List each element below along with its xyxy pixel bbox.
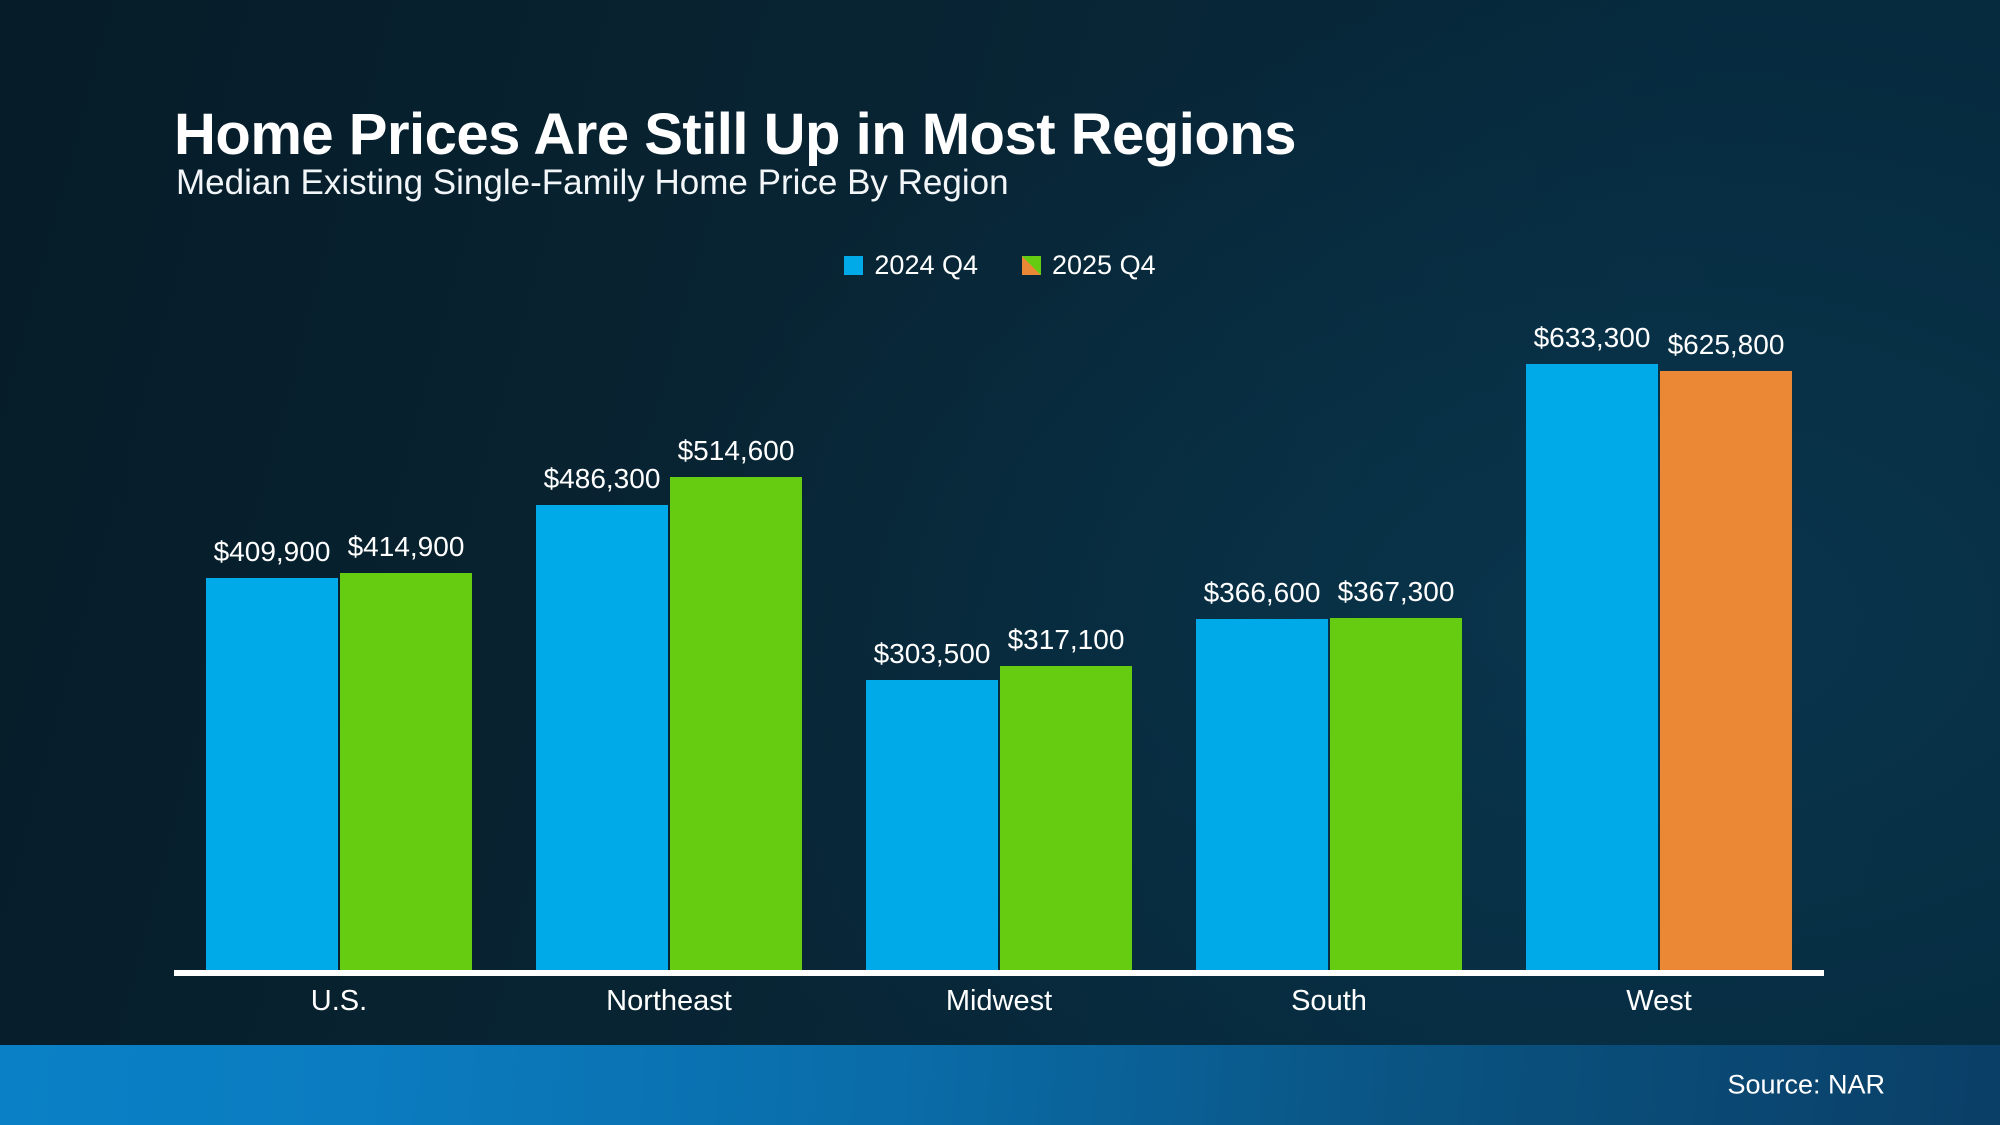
bar-value-label: $414,900 — [347, 531, 465, 562]
bar-value-label: $409,900 — [213, 536, 331, 567]
bar-value-label: $317,100 — [1007, 624, 1125, 655]
bar[interactable] — [866, 680, 998, 970]
bar-groups: $409,900 $414,900 $486,300 $514,600 $303,500… — [174, 300, 1824, 970]
bar-group: $633,300 $625,800 — [1494, 300, 1824, 970]
x-axis-label-west: West — [1626, 985, 1692, 1017]
legend-swatch-2025 — [1022, 256, 1041, 275]
x-axis-label-northeast: Northeast — [606, 985, 732, 1017]
footer-bar: Source: NAR — [0, 1045, 2000, 1125]
bar-value-label: $303,500 — [873, 638, 991, 669]
x-axis-labels: U.S. Northeast Midwest South West — [174, 985, 1824, 1018]
bar-group: $486,300 $514,600 — [504, 300, 834, 970]
bar-column[interactable]: $514,600 — [670, 300, 802, 970]
bar[interactable] — [340, 573, 472, 970]
chart-legend: 2024 Q4 2025 Q4 — [0, 252, 2000, 279]
x-axis-label-us: U.S. — [310, 985, 368, 1017]
bar[interactable] — [1660, 371, 1792, 970]
page-subtitle: Median Existing Single-Family Home Price… — [176, 163, 1009, 202]
bar-column[interactable]: $414,900 — [340, 300, 472, 970]
bar[interactable] — [536, 505, 668, 970]
bar-column[interactable]: $409,900 — [206, 300, 338, 970]
bar-group: $409,900 $414,900 — [174, 300, 504, 970]
bar[interactable] — [1196, 619, 1328, 970]
bar-column[interactable]: $366,600 — [1196, 300, 1328, 970]
bar-value-label: $625,800 — [1667, 329, 1785, 360]
x-axis-line — [174, 970, 1824, 976]
page-title: Home Prices Are Still Up in Most Regions — [174, 101, 1296, 167]
source-note: Source: NAR — [1727, 1069, 1885, 1100]
x-axis-label-south: South — [1291, 985, 1367, 1017]
plot-area: $409,900 $414,900 $486,300 $514,600 $303,500… — [174, 300, 1824, 976]
bar-value-label: $514,600 — [677, 435, 795, 466]
legend-label-2025: 2025 Q4 — [1052, 250, 1156, 280]
bar[interactable] — [670, 477, 802, 970]
bar[interactable] — [206, 578, 338, 970]
legend-item-2024[interactable]: 2024 Q4 — [844, 252, 978, 279]
bar-column[interactable]: $633,300 — [1526, 300, 1658, 970]
bar-column[interactable]: $303,500 — [866, 300, 998, 970]
bar[interactable] — [1000, 666, 1132, 970]
bar[interactable] — [1330, 618, 1462, 970]
bar-value-label: $633,300 — [1533, 322, 1651, 353]
bar-column[interactable]: $625,800 — [1660, 300, 1792, 970]
bar-value-label: $486,300 — [543, 463, 661, 494]
legend-label-2024: 2024 Q4 — [874, 250, 978, 280]
bar-value-label: $367,300 — [1337, 576, 1455, 607]
legend-item-2025[interactable]: 2025 Q4 — [1022, 252, 1156, 279]
bar-group: $366,600 $367,300 — [1164, 300, 1494, 970]
bar-column[interactable]: $486,300 — [536, 300, 668, 970]
bar-group: $303,500 $317,100 — [834, 300, 1164, 970]
x-axis-label-midwest: Midwest — [945, 985, 1053, 1017]
bar-column[interactable]: $367,300 — [1330, 300, 1462, 970]
bar[interactable] — [1526, 364, 1658, 970]
bar-column[interactable]: $317,100 — [1000, 300, 1132, 970]
legend-swatch-2024 — [844, 256, 864, 275]
bar-value-label: $366,600 — [1203, 577, 1321, 608]
